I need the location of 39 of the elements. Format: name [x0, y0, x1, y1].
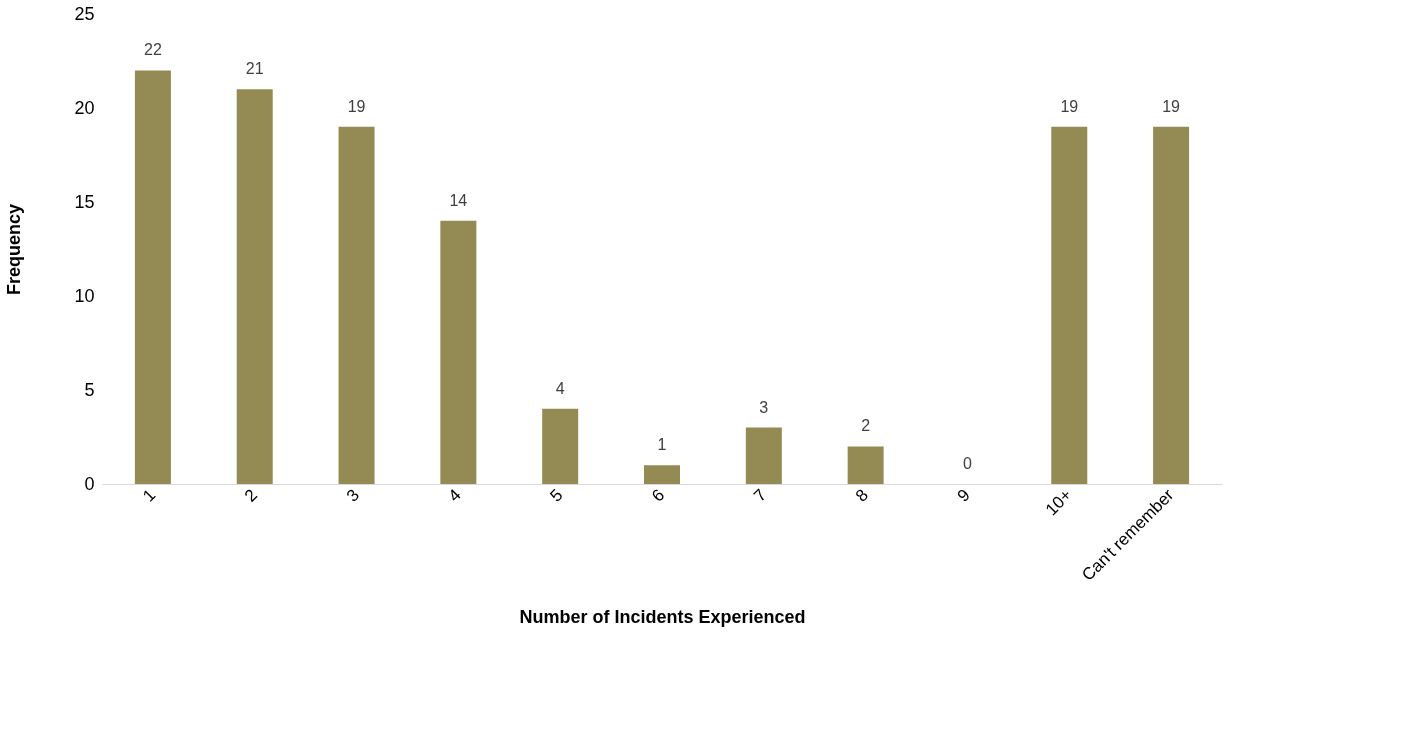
data-label: 19 — [1060, 97, 1079, 115]
bar — [745, 427, 782, 484]
data-label: 1 — [657, 436, 667, 454]
data-label: 19 — [347, 97, 366, 115]
x-tick-label: 10+ — [1041, 485, 1076, 520]
x-tick-label: 4 — [444, 485, 465, 506]
bar — [542, 408, 579, 484]
x-tick-label: 5 — [546, 485, 567, 506]
y-tick-label: 25 — [74, 3, 95, 24]
bar — [236, 89, 273, 484]
y-axis-title: Frequency — [4, 203, 25, 296]
data-label: 2 — [861, 417, 871, 435]
x-tick-label: 9 — [953, 485, 974, 506]
x-axis-title: Number of Incidents Experienced — [519, 606, 806, 627]
x-tick-label: 7 — [750, 485, 771, 506]
y-tick-label: 15 — [74, 191, 95, 212]
data-label: 14 — [449, 191, 468, 209]
y-tick-label: 5 — [84, 379, 95, 400]
x-tick-label: 2 — [240, 485, 262, 506]
bar — [1153, 126, 1190, 484]
data-label: 3 — [759, 398, 769, 416]
data-label: 22 — [144, 41, 162, 59]
data-label: 4 — [555, 379, 565, 397]
data-label: 19 — [1162, 97, 1181, 115]
bar — [1051, 126, 1088, 484]
x-tick-label: 1 — [139, 485, 160, 506]
x-tick-label: 3 — [342, 485, 363, 506]
x-tick-label: 6 — [648, 485, 669, 506]
bar — [440, 220, 477, 484]
data-label: 21 — [245, 60, 264, 78]
x-tick-label: 8 — [851, 485, 872, 506]
bar — [134, 70, 171, 484]
data-label: 0 — [963, 455, 972, 472]
bar — [644, 465, 680, 484]
y-tick-label: 0 — [84, 473, 95, 494]
y-tick-label: 10 — [74, 285, 95, 306]
bar — [338, 126, 375, 484]
bar — [847, 446, 884, 484]
y-tick-label: 20 — [74, 97, 95, 118]
